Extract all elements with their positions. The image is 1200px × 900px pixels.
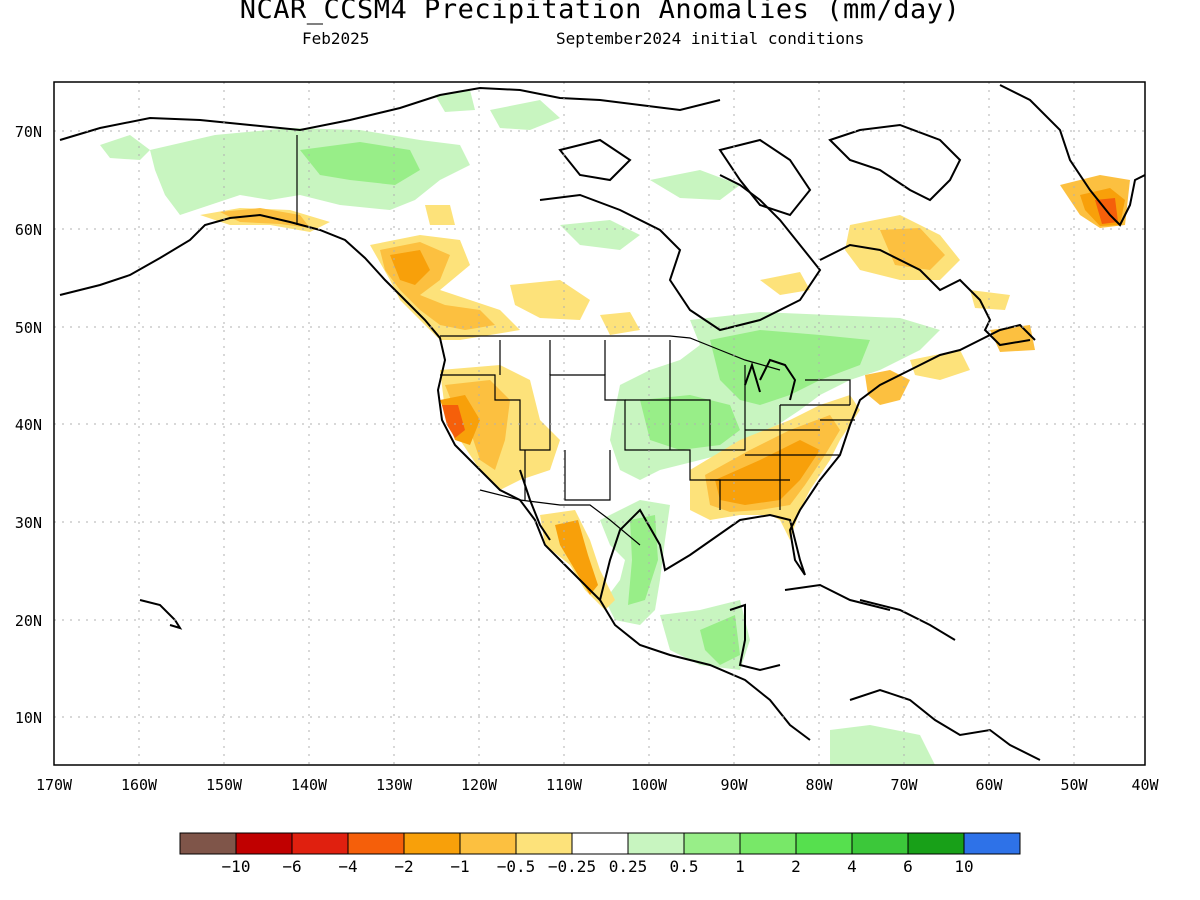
legend-label: 6 — [903, 857, 913, 876]
legend-swatch — [347, 832, 405, 855]
lon-label: 100W — [631, 776, 668, 794]
wet-anomaly-regions — [100, 90, 940, 765]
legend-label: 0.5 — [670, 857, 699, 876]
lat-label: 10N — [15, 709, 42, 727]
dry-anomaly-regions — [200, 175, 1130, 610]
legend-label: −1 — [450, 857, 469, 876]
lon-label: 110W — [546, 776, 583, 794]
lon-label: 80W — [805, 776, 833, 794]
legend-swatch — [291, 832, 349, 855]
lon-label: 40W — [1131, 776, 1159, 794]
latitude-labels: 70N 60N 50N 40N 30N 20N 10N — [15, 123, 42, 727]
chart-title: NCAR_CCSM4 Precipitation Anomalies (mm/d… — [239, 0, 961, 25]
map-area — [59, 84, 1145, 765]
legend-swatch — [851, 832, 909, 855]
lat-label: 40N — [15, 416, 42, 434]
legend-label: 1 — [735, 857, 745, 876]
lon-label: 140W — [291, 776, 328, 794]
initial-conditions: September2024 initial conditions — [556, 29, 865, 48]
lon-label: 130W — [376, 776, 413, 794]
legend-label: 10 — [954, 857, 973, 876]
legend-swatch — [403, 832, 461, 855]
lat-label: 70N — [15, 123, 42, 141]
lon-label: 120W — [461, 776, 498, 794]
political-borders — [296, 135, 855, 546]
lon-label: 70W — [890, 776, 918, 794]
legend-label: 4 — [847, 857, 857, 876]
longitude-labels: 170W 160W 150W 140W 130W 120W 110W 100W … — [36, 776, 1160, 794]
forecast-month: Feb2025 — [302, 29, 370, 48]
lon-label: 170W — [36, 776, 73, 794]
legend-swatch — [515, 832, 573, 855]
legend-swatch — [795, 832, 853, 855]
lon-label: 160W — [121, 776, 158, 794]
legend-swatch — [459, 832, 517, 855]
lat-label: 60N — [15, 221, 42, 239]
legend-swatch — [571, 832, 629, 855]
legend-label: −0.25 — [548, 857, 596, 876]
legend-swatch — [907, 832, 965, 855]
graticule — [54, 82, 1145, 765]
legend-label: −4 — [338, 857, 357, 876]
legend-label: 2 — [791, 857, 801, 876]
map-frame — [53, 81, 1146, 766]
legend-swatch — [627, 832, 685, 855]
lon-label: 50W — [1060, 776, 1088, 794]
legend-label: −0.5 — [497, 857, 536, 876]
legend-swatch — [235, 832, 293, 855]
lat-label: 20N — [15, 612, 42, 630]
lon-label: 150W — [206, 776, 243, 794]
legend-label: −2 — [394, 857, 413, 876]
lon-label: 60W — [975, 776, 1003, 794]
legend-swatch — [683, 832, 741, 855]
legend-swatch — [963, 832, 1021, 855]
legend-labels: −10 −6 −4 −2 −1 −0.5 −0.25 0.25 0.5 1 2 4 6 10 — [222, 857, 974, 876]
legend-label: −6 — [282, 857, 301, 876]
lon-label: 90W — [720, 776, 748, 794]
legend-label: −10 — [222, 857, 251, 876]
lat-label: 30N — [15, 514, 42, 532]
color-legend — [179, 832, 1021, 855]
legend-swatch — [179, 832, 237, 855]
legend-label: 0.25 — [609, 857, 648, 876]
lat-label: 50N — [15, 319, 42, 337]
legend-swatch — [739, 832, 797, 855]
